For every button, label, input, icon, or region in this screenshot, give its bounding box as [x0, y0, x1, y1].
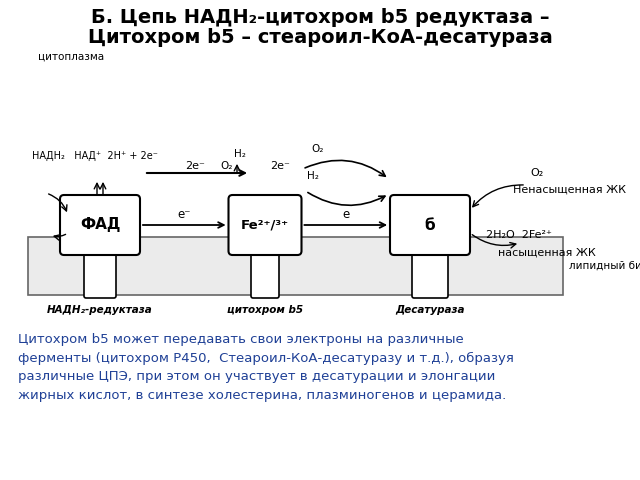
Text: липидный бислой: липидный бислой	[569, 261, 640, 271]
FancyBboxPatch shape	[412, 234, 448, 298]
Text: О₂: О₂	[530, 168, 543, 178]
Text: Ненасыщенная ЖК: Ненасыщенная ЖК	[513, 185, 626, 195]
FancyBboxPatch shape	[251, 234, 279, 298]
FancyBboxPatch shape	[60, 195, 140, 255]
Text: О₂: О₂	[311, 144, 324, 154]
Text: НАДН₂   НАД⁺  2Н⁺ + 2е⁻: НАДН₂ НАД⁺ 2Н⁺ + 2е⁻	[32, 151, 158, 161]
Bar	[28, 237, 563, 295]
Text: 2е⁻: 2е⁻	[270, 161, 290, 171]
FancyBboxPatch shape	[228, 195, 301, 255]
Text: Fe²⁺/³⁺: Fe²⁺/³⁺	[241, 218, 289, 231]
Text: ФАД: ФАД	[80, 217, 120, 232]
Text: цитоплазма: цитоплазма	[38, 52, 104, 62]
Text: 2е⁻: 2е⁻	[186, 161, 205, 171]
Text: Цитохром b5 может передавать свои электроны на различные
ферменты (цитохром Р450: Цитохром b5 может передавать свои электр…	[18, 333, 514, 402]
Text: Б. Цепь НАДН₂-цитохром b5 редуктаза –: Б. Цепь НАДН₂-цитохром b5 редуктаза –	[91, 8, 549, 27]
Text: НАДН₂-редуктаза: НАДН₂-редуктаза	[47, 305, 153, 315]
FancyBboxPatch shape	[84, 234, 116, 298]
Text: цитохром b5: цитохром b5	[227, 305, 303, 315]
Text: О₂: О₂	[221, 161, 233, 171]
Text: 2Н₂О  2Fe²⁺: 2Н₂О 2Fe²⁺	[486, 230, 552, 240]
Text: насыщенная ЖК: насыщенная ЖК	[498, 248, 596, 258]
Text: б: б	[425, 217, 435, 232]
Text: Н₂: Н₂	[307, 171, 319, 181]
Text: Цитохром b5 – стеароил-КоА-десатураза: Цитохром b5 – стеароил-КоА-десатураза	[88, 28, 552, 47]
Text: Десатураза: Десатураза	[396, 305, 465, 315]
FancyBboxPatch shape	[390, 195, 470, 255]
Text: е⁻: е⁻	[177, 208, 191, 221]
Text: е: е	[342, 208, 349, 221]
Text: Н₂: Н₂	[234, 149, 246, 159]
